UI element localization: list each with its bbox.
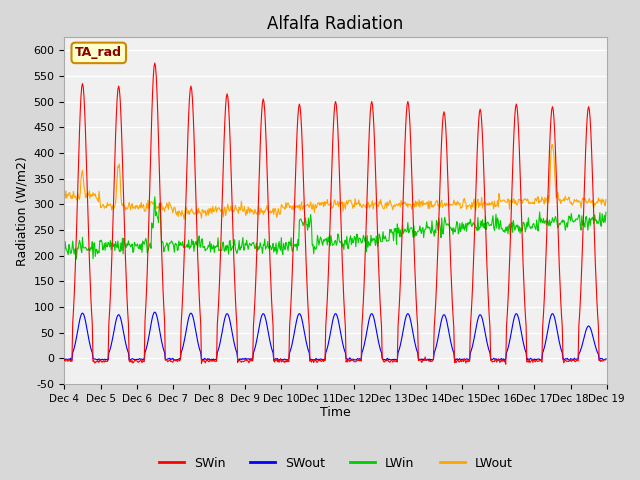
SWout — [70, 345, 78, 351]
LWout — [548, 142, 556, 147]
SWout — [602, 356, 610, 361]
SWout — [126, 357, 134, 362]
Title: Alfalfa Radiation: Alfalfa Radiation — [268, 15, 404, 33]
LWin — [61, 252, 68, 258]
Line: LWout: LWout — [65, 144, 606, 219]
Line: LWin: LWin — [65, 197, 606, 259]
SWin — [602, 357, 610, 362]
LWout — [180, 216, 188, 222]
SWout — [151, 309, 159, 315]
SWin — [126, 359, 134, 365]
SWin — [151, 60, 159, 66]
SWin — [70, 293, 78, 299]
LWout — [70, 193, 78, 199]
LWin — [127, 244, 134, 250]
SWin — [417, 360, 425, 365]
SWout — [61, 357, 68, 362]
LWin — [403, 229, 410, 235]
SWout — [402, 315, 410, 321]
LWin — [419, 226, 426, 231]
SWin — [402, 125, 410, 131]
SWin — [502, 361, 509, 367]
LWout — [402, 201, 410, 206]
SWout — [457, 358, 465, 363]
LWin — [72, 256, 80, 262]
SWin — [182, 206, 189, 212]
SWout — [417, 356, 425, 362]
LWout — [211, 209, 218, 215]
LWin — [211, 243, 219, 249]
Text: TA_rad: TA_rad — [76, 47, 122, 60]
LWin — [151, 194, 159, 200]
LWout — [61, 192, 68, 198]
LWin — [70, 251, 78, 257]
LWin — [182, 244, 190, 250]
SWout — [182, 331, 189, 336]
Legend: SWin, SWout, LWin, LWout: SWin, SWout, LWin, LWout — [154, 452, 517, 475]
LWout — [417, 199, 425, 204]
LWout — [126, 203, 134, 209]
SWin — [211, 357, 218, 363]
Y-axis label: Radiation (W/m2): Radiation (W/m2) — [15, 156, 28, 265]
Line: SWout: SWout — [65, 312, 606, 360]
LWin — [602, 209, 610, 215]
LWout — [602, 197, 610, 203]
X-axis label: Time: Time — [320, 407, 351, 420]
SWin — [61, 358, 68, 363]
LWout — [182, 204, 189, 210]
SWout — [211, 357, 218, 363]
Line: SWin: SWin — [65, 63, 606, 364]
